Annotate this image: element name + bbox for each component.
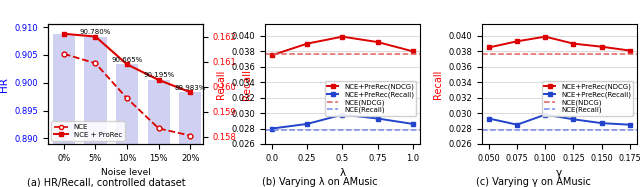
Bar	[84, 36, 106, 144]
NCE+PreRec(NDCG)	[339, 36, 346, 38]
Line: NCE+PreRec(Recall): NCE+PreRec(Recall)	[486, 112, 632, 127]
Bar	[148, 80, 170, 144]
NCE+PreRec(NDCG)	[598, 46, 605, 48]
Legend: NCE, NCE + ProRec: NCE, NCE + ProRec	[51, 121, 125, 140]
Text: 90.780%: 90.780%	[80, 29, 111, 35]
NCE+PreRec(NDCG)	[303, 42, 311, 45]
NCE+PreRec(Recall)	[541, 114, 549, 116]
Text: 89.983%: 89.983%	[175, 85, 206, 91]
Line: NCE+PreRec(Recall): NCE+PreRec(Recall)	[269, 112, 415, 131]
Text: (c) Varying γ on AMusic: (c) Varying γ on AMusic	[476, 177, 591, 187]
Bar	[52, 34, 75, 144]
Y-axis label: HR: HR	[0, 77, 9, 92]
Text: 90.195%: 90.195%	[143, 72, 174, 78]
NCE+PreRec(Recall)	[268, 127, 276, 130]
Text: (b) Varying λ on AMusic: (b) Varying λ on AMusic	[262, 177, 378, 187]
NCE+PreRec(Recall)	[513, 124, 521, 126]
NCE+PreRec(NDCG)	[570, 42, 577, 45]
Line: NCE+PreRec(NDCG): NCE+PreRec(NDCG)	[269, 34, 415, 58]
X-axis label: Noise level: Noise level	[100, 168, 150, 177]
Y-axis label: Recall: Recall	[242, 69, 252, 100]
NCE+PreRec(NDCG)	[268, 54, 276, 56]
X-axis label: λ: λ	[339, 168, 346, 178]
NCE+PreRec(Recall)	[374, 117, 381, 120]
NCE+PreRec(NDCG)	[374, 41, 381, 43]
Y-axis label: Recall: Recall	[433, 69, 443, 99]
NCE+PreRec(Recall)	[409, 123, 417, 125]
NCE+PreRec(NDCG)	[541, 36, 549, 38]
Bar	[179, 92, 202, 144]
NCE+PreRec(Recall)	[626, 124, 634, 126]
Line: NCE+PreRec(NDCG): NCE+PreRec(NDCG)	[486, 34, 632, 53]
NCE+PreRec(NDCG)	[626, 49, 634, 52]
Text: 90.665%: 90.665%	[111, 57, 143, 63]
NCE+PreRec(NDCG)	[485, 46, 493, 49]
NCE+PreRec(Recall)	[598, 122, 605, 124]
Bar	[116, 64, 138, 144]
NCE+PreRec(NDCG)	[513, 40, 521, 42]
NCE+PreRec(Recall)	[570, 118, 577, 120]
NCE+PreRec(Recall)	[303, 123, 311, 125]
NCE+PreRec(Recall)	[339, 114, 346, 116]
Text: (a) HR/Recall, controlled dataset: (a) HR/Recall, controlled dataset	[28, 177, 186, 187]
NCE+PreRec(NDCG)	[409, 50, 417, 53]
NCE+PreRec(Recall)	[485, 117, 493, 120]
Y-axis label: Recall: Recall	[216, 69, 226, 99]
Legend: NCE+PreRec(NDCG), NCE+PreRec(Recall), NCE(NDCG), NCE(Recall): NCE+PreRec(NDCG), NCE+PreRec(Recall), NC…	[325, 81, 417, 116]
Legend: NCE+PreRec(NDCG), NCE+PreRec(Recall), NCE(NDCG), NCE(Recall): NCE+PreRec(NDCG), NCE+PreRec(Recall), NC…	[542, 81, 634, 116]
X-axis label: γ: γ	[556, 168, 563, 178]
